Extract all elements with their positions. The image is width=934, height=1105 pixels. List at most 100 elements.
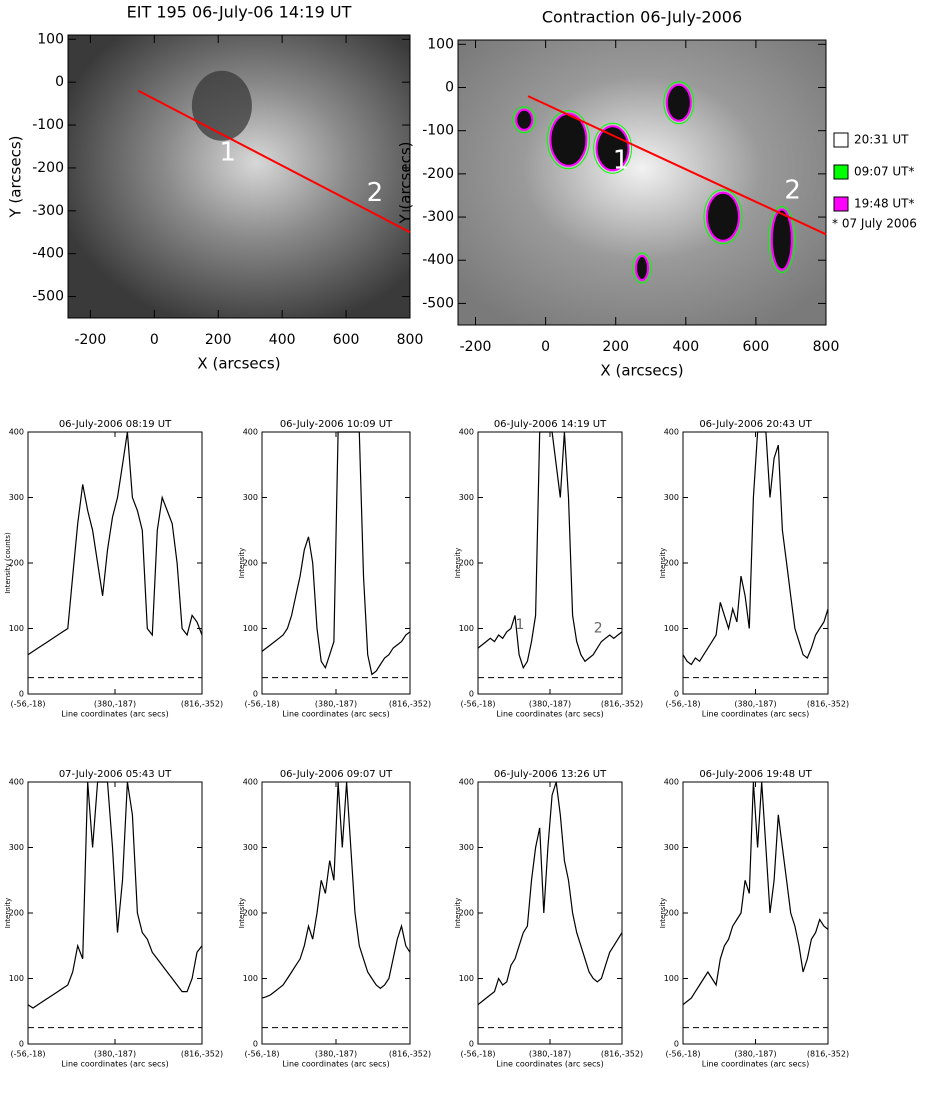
- plot-frame: [457, 39, 827, 326]
- y-tick-label: 400: [664, 428, 679, 437]
- dimming-region: [705, 191, 740, 242]
- y-axis-label: Intensity (counts): [4, 532, 12, 594]
- plot-frame: [261, 431, 411, 695]
- x-tick-label: 800: [397, 332, 424, 348]
- legend-swatch: [833, 164, 849, 180]
- y-axis-label: Intensity: [659, 898, 667, 928]
- y-axis-label: Y (arcsecs): [7, 135, 25, 218]
- y-tick-label: 0: [253, 690, 258, 699]
- x-tick-label: (-56,-18): [11, 700, 46, 709]
- y-tick-label: 0: [19, 690, 24, 699]
- legend-swatch: [833, 196, 849, 212]
- legend-note: * 07 July 2006: [832, 217, 917, 231]
- x-tick-label: 0: [541, 339, 550, 355]
- y-tick-label: 200: [243, 559, 258, 568]
- annotation: 1: [613, 145, 630, 175]
- x-tick-label: (816,-352): [181, 700, 223, 709]
- contour: [593, 122, 633, 174]
- cut-line: [527, 95, 827, 236]
- legend-label: 19:48 UT*: [854, 197, 915, 211]
- y-tick-label: -200: [422, 166, 454, 182]
- intensity-profile: [27, 781, 203, 1009]
- x-tick-label: (816,-352): [181, 1050, 223, 1059]
- y-tick-label: -400: [422, 252, 454, 268]
- y-tick-label: -400: [32, 246, 64, 262]
- chart-title: 06-July-2006 09:07 UT: [280, 769, 393, 780]
- x-axis-label: Line coordinates (arc secs): [282, 710, 389, 719]
- x-axis-label: Line coordinates (arc secs): [61, 710, 168, 719]
- y-tick-label: 100: [459, 974, 474, 983]
- annotation: 2: [594, 621, 603, 637]
- contour: [632, 252, 652, 284]
- cut-line: [137, 89, 411, 234]
- y-tick-label: 0: [469, 690, 474, 699]
- x-tick-label: -200: [74, 332, 106, 348]
- y-tick-label: 300: [9, 843, 24, 852]
- dimming-region: [515, 108, 534, 131]
- y-axis-label: Intensity: [454, 548, 462, 578]
- x-tick-label: (380,-187): [315, 700, 357, 709]
- y-tick-label: 200: [9, 559, 24, 568]
- y-tick-label: -500: [32, 289, 64, 305]
- y-tick-label: 300: [459, 493, 474, 502]
- y-tick-label: 200: [459, 909, 474, 918]
- plot-frame: [682, 431, 829, 695]
- x-tick-label: (816,-352): [389, 1050, 431, 1059]
- legend-label: 20:31 UT: [854, 133, 909, 147]
- x-tick-label: (380,-187): [94, 1050, 136, 1059]
- y-axis-label: Y (arcsecs): [397, 141, 415, 224]
- x-tick-label: (-56,-18): [666, 700, 701, 709]
- intensity-profile: [477, 781, 623, 1006]
- y-tick-label: 0: [469, 1040, 474, 1049]
- x-axis-label: Line coordinates (arc secs): [496, 1060, 603, 1069]
- y-tick-label: 400: [459, 428, 474, 437]
- y-tick-label: 300: [243, 843, 258, 852]
- chart-title: 06-July-2006 14:19 UT: [494, 419, 607, 430]
- y-tick-label: 400: [243, 428, 258, 437]
- annotation: 2: [784, 176, 801, 206]
- x-tick-label: (-56,-18): [461, 700, 496, 709]
- y-tick-label: 100: [37, 31, 64, 47]
- y-tick-label: 300: [664, 493, 679, 502]
- y-tick-label: 100: [243, 974, 258, 983]
- x-tick-label: (-56,-18): [11, 1050, 46, 1059]
- y-tick-label: 100: [9, 624, 24, 633]
- y-tick-label: 400: [243, 778, 258, 787]
- x-axis-label: Line coordinates (arc secs): [61, 1060, 168, 1069]
- x-axis-label: Line coordinates (arc secs): [702, 1060, 809, 1069]
- y-tick-label: 0: [674, 690, 679, 699]
- y-tick-label: 200: [459, 559, 474, 568]
- dimming-region: [770, 208, 793, 271]
- x-tick-label: 800: [813, 339, 840, 355]
- x-tick-label: (380,-187): [734, 1050, 776, 1059]
- x-tick-label: (380,-187): [734, 700, 776, 709]
- x-tick-label: 200: [602, 339, 629, 355]
- dimming-region: [635, 255, 649, 281]
- y-axis-label: Intensity: [659, 548, 667, 578]
- y-tick-label: 400: [9, 778, 24, 787]
- y-tick-label: 100: [459, 624, 474, 633]
- y-axis-label: Intensity: [4, 898, 12, 928]
- x-tick-label: (816,-352): [601, 700, 643, 709]
- x-tick-label: (816,-352): [807, 700, 849, 709]
- y-axis-label: Intensity: [238, 548, 246, 578]
- y-tick-label: 400: [9, 428, 24, 437]
- y-tick-label: -200: [32, 160, 64, 176]
- plot-frame: [67, 34, 411, 319]
- chart-title: Contraction 06-July-2006: [542, 8, 742, 27]
- y-tick-label: 300: [664, 843, 679, 852]
- solar-image: [458, 40, 826, 325]
- chart-title: 06-July-2006 13:26 UT: [494, 769, 607, 780]
- dark-region: [191, 70, 252, 141]
- x-tick-label: (380,-187): [315, 1050, 357, 1059]
- y-tick-label: 100: [243, 624, 258, 633]
- y-tick-label: 100: [664, 974, 679, 983]
- y-tick-label: 0: [445, 80, 454, 96]
- y-tick-label: 100: [9, 974, 24, 983]
- y-tick-label: 300: [459, 843, 474, 852]
- y-tick-label: -300: [422, 209, 454, 225]
- x-axis-label: Line coordinates (arc secs): [282, 1060, 389, 1069]
- y-tick-label: -100: [422, 123, 454, 139]
- y-tick-label: 0: [19, 1040, 24, 1049]
- plot-frame: [27, 431, 203, 695]
